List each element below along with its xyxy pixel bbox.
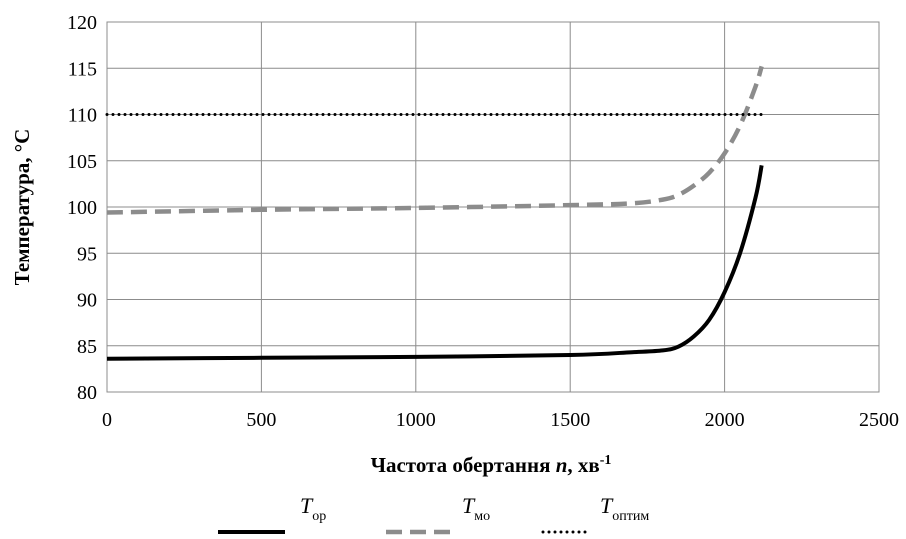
y-tick-label: 85	[77, 336, 97, 358]
x-tick-label: 1000	[396, 409, 436, 431]
y-tick-label: 80	[77, 382, 97, 404]
x-tick-label: 0	[102, 409, 112, 431]
y-tick-label: 90	[77, 290, 97, 312]
x-tick-label: 500	[246, 409, 276, 431]
legend-label: Tоптим	[600, 493, 649, 524]
x-tick-label: 2000	[705, 409, 745, 431]
series-line	[106, 65, 764, 215]
legend-label: Tмо	[462, 493, 490, 524]
series-lines	[105, 65, 764, 361]
y-tick-label: 115	[68, 58, 97, 80]
y-tick-label: 120	[67, 12, 97, 34]
tick-labels: 80 85 90 95 100 105 110 115 120 0 500 1000 1500 2000 2…	[67, 12, 899, 431]
legend-label: Tор	[300, 493, 326, 524]
y-tick-label: 105	[67, 151, 97, 173]
x-axis-title: Частота обертання n, хв-1	[371, 453, 612, 477]
legend: Tор Tмо Tоптим	[218, 493, 649, 535]
series-line	[106, 165, 764, 361]
x-tick-label: 1500	[550, 409, 590, 431]
x-tick-label: 2500	[859, 409, 899, 431]
y-tick-label: 110	[68, 105, 97, 127]
y-tick-label: 100	[67, 197, 97, 219]
plot-area	[106, 21, 880, 393]
y-axis-title: Температура, °C	[10, 129, 34, 286]
y-tick-label: 95	[77, 243, 97, 265]
